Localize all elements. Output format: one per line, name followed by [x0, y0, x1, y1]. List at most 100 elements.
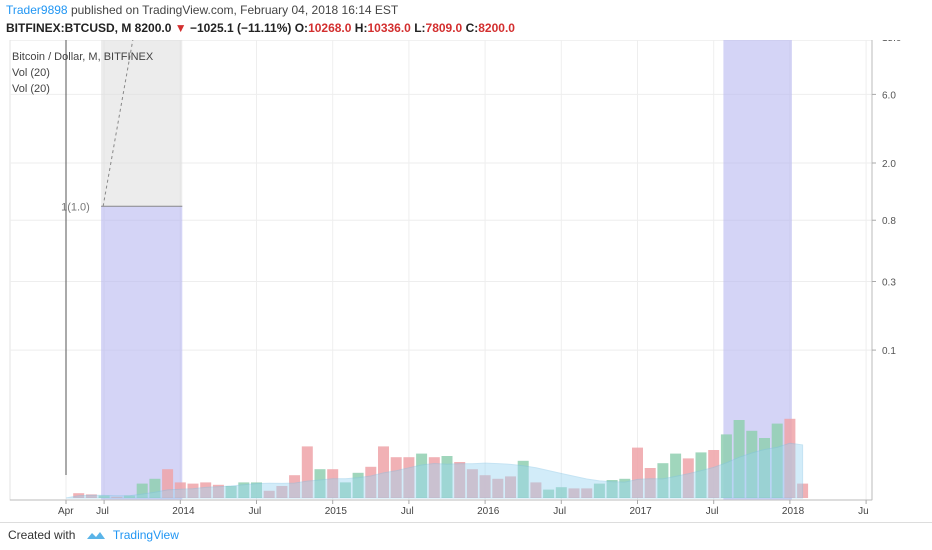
ohlc-line: BITFINEX:BTCUSD, M 8200.0 ▼ −1025.1 (−11…: [6, 21, 515, 35]
time-tick-label: 2015: [325, 506, 348, 517]
fib-zone-gray: [101, 40, 183, 207]
fib-zone-blue: [101, 206, 183, 501]
volume-bar: [555, 487, 567, 498]
volume-bar: [124, 495, 135, 498]
volume-bar: [327, 469, 339, 498]
volume-bar: [416, 453, 428, 498]
volume-bar: [657, 463, 669, 498]
created-with-text: Created with: [8, 528, 76, 542]
volume-bar: [644, 468, 656, 498]
published-text: published on TradingView.com, February 0…: [70, 3, 399, 17]
time-tick-label: Jul: [96, 506, 109, 517]
price-tick-label: 0.3: [882, 277, 896, 288]
legend-title: Bitcoin / Dollar, M, BITFINEX: [12, 51, 154, 63]
author-link[interactable]: Trader9898: [6, 3, 68, 17]
low-value: 7809.0: [425, 21, 463, 35]
volume-bar: [466, 469, 478, 498]
volume-bar: [314, 469, 326, 498]
volume-bar: [492, 478, 504, 498]
volume-bar: [352, 472, 364, 498]
candlesticks: [65, 40, 67, 475]
volume-bar: [505, 476, 516, 498]
volume-bar: [225, 486, 237, 498]
time-tick-label: Jul: [553, 506, 566, 517]
volume-bar: [339, 482, 351, 498]
time-axis[interactable]: Apr Jul 2014 Jul 2015 Jul 2016 Jul 2017 Jul 2018 Ju: [10, 499, 872, 517]
price-axis[interactable]: 44000.016000.02400.0800.0300.0120.040.01…: [871, 40, 919, 500]
volume-bar: [733, 420, 745, 498]
footer: Created with TradingView: [0, 522, 932, 550]
volume-bar: [593, 483, 605, 498]
chart-header: Trader9898 published on TradingView.com,…: [0, 0, 932, 40]
volume-bar: [581, 488, 593, 498]
time-tick-label: Jul: [401, 506, 414, 517]
publish-line: Trader9898 published on TradingView.com,…: [6, 3, 398, 17]
fib-trend-line: [102, 40, 134, 207]
volume-bar: [263, 490, 275, 498]
volume-bar: [771, 423, 783, 498]
low-label: L:: [414, 21, 426, 35]
volume-bar: [149, 478, 161, 498]
volume-bar: [301, 446, 313, 498]
symbol-label: BITFINEX:BTCUSD, M: [6, 21, 132, 35]
volume-bar: [517, 460, 529, 498]
price-tick-label: 0.1: [882, 346, 896, 357]
volume-bar: [784, 418, 796, 498]
created-with: Created with TradingView: [8, 528, 179, 542]
time-tick-label: Apr: [58, 506, 74, 517]
volume-bar: [111, 496, 123, 498]
volume-bar: [238, 482, 250, 498]
price-tick-label: 15.0: [882, 40, 902, 44]
legend-vol-2: Vol (20): [12, 83, 50, 95]
volume-bar: [187, 483, 199, 498]
change-value: −1025.1 (−11.11%): [189, 21, 292, 35]
volume-bar: [619, 478, 631, 498]
tradingview-link[interactable]: TradingView: [112, 528, 179, 542]
volume-bar: [479, 475, 491, 498]
volume-bar: [390, 457, 402, 498]
volume-bar: [632, 447, 643, 498]
volume-bar: [797, 483, 809, 498]
open-label: O:: [294, 21, 309, 35]
down-arrow-icon: ▼: [174, 21, 187, 35]
time-tick-label: Jul: [249, 506, 262, 517]
price-chart[interactable]: 1(1.0)0(1119.5)0.236(855.5)0.382(692.3)0…: [0, 40, 932, 522]
volume-bar: [200, 482, 212, 498]
time-tick-label: 2017: [630, 506, 653, 517]
last-price: 8200.0: [134, 21, 172, 35]
volume-bar: [695, 452, 707, 498]
volume-bar: [378, 446, 389, 498]
volume-bar: [251, 482, 262, 498]
volume-bar: [162, 469, 174, 498]
volume-bar: [174, 482, 186, 498]
tradingview-cloud-icon: [86, 531, 105, 539]
volume-bar: [73, 493, 85, 498]
time-tick-label: 2014: [172, 506, 195, 517]
volume-bar: [403, 457, 415, 498]
volume-bar: [530, 482, 542, 498]
volume-bar: [746, 430, 758, 498]
volume-bar: [276, 486, 288, 498]
legend-vol-1: Vol (20): [12, 67, 50, 79]
time-tick-label: 2018: [782, 506, 805, 517]
time-tick-label: Ju: [858, 506, 869, 517]
high-label: H:: [354, 21, 368, 35]
fibonacci-retracements[interactable]: 1(1.0)0(1119.5)0.236(855.5)0.382(692.3)0…: [19, 40, 792, 501]
volume-bar: [441, 456, 453, 498]
volume-bar: [606, 480, 618, 498]
fib-base-label: 1(1.0): [61, 201, 90, 213]
volume-bar: [365, 466, 377, 498]
price-tick-label: 0.8: [882, 216, 896, 227]
price-tick-label: 2.0: [882, 159, 896, 170]
volume-bar: [428, 457, 440, 498]
volume-bar: [682, 458, 694, 498]
volume-bars: [65, 418, 809, 499]
close-label: C:: [465, 21, 479, 35]
open-value: 10268.0: [308, 21, 352, 35]
volume-bar: [708, 450, 720, 498]
time-tick-label: 2016: [477, 506, 500, 517]
volume-bar: [85, 494, 97, 498]
volume-bar: [289, 475, 301, 498]
chart-legend: Bitcoin / Dollar, M, BITFINEX Vol (20) V…: [12, 51, 154, 95]
close-value: 8200.0: [478, 21, 515, 35]
